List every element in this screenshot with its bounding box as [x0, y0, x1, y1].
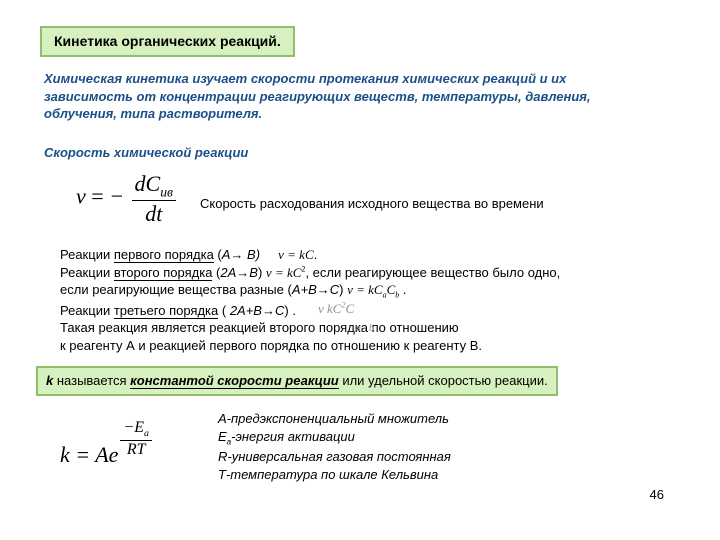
ti-mid: С	[346, 301, 355, 316]
def2a: Е	[218, 429, 227, 444]
intro-text: Химическая кинетика изучает скорости про…	[44, 70, 644, 123]
k-u: константой скорости реакции	[130, 373, 339, 389]
o4a: Реакции	[60, 303, 114, 318]
o2c: )	[258, 265, 266, 280]
k-rule-box: k называется константой скорости реакции…	[36, 366, 558, 396]
arr-num-sub: a	[144, 428, 149, 439]
rate-num-sub: ив	[160, 184, 173, 199]
rate-minus: −	[109, 183, 124, 208]
def2b: -энергия активации	[231, 429, 355, 444]
o3b: )	[339, 282, 347, 297]
o3mid: С	[387, 282, 396, 297]
o1s: А→ В)	[222, 247, 260, 262]
o3s: А+В→С	[292, 282, 339, 297]
def4: Т-температура по шкале Кельвина	[218, 466, 451, 484]
subheading: Скорость химической реакции	[44, 144, 248, 162]
o2u: второго порядка	[114, 265, 213, 281]
ti-subA: a	[356, 323, 369, 334]
ti-subB: b	[369, 323, 382, 334]
o1eq: ν = kС	[278, 247, 313, 262]
def1: А-предэкспоненциальный множитель	[218, 410, 451, 428]
rate-lhs: ν	[76, 183, 86, 208]
o1a: Реакции	[60, 247, 114, 262]
arr-lhs: k = Ae	[60, 442, 118, 467]
k-tail: или удельной скоростью реакции.	[339, 373, 548, 388]
rate-caption: Скорость расходования исходного вещества…	[200, 195, 544, 213]
o4b: (	[218, 303, 230, 318]
o2a: Реакции	[60, 265, 114, 280]
def3: R-универсальная газовая постоянная	[218, 448, 451, 466]
o2s: 2А→В	[220, 265, 258, 280]
o1u: первого порядка	[114, 247, 214, 263]
page-number: 46	[650, 486, 664, 504]
o4u: третьего порядка	[114, 303, 218, 319]
o3eq: ν = kС	[347, 282, 382, 297]
arr-num: E	[134, 419, 144, 436]
arr-minus: −	[123, 419, 134, 436]
rate-formula: ν = − dCив dt	[76, 172, 178, 225]
o1t: .	[314, 247, 318, 262]
arrhenius-formula: k = Ae −Ea RT	[60, 420, 154, 470]
o2eq: ν = kС	[266, 265, 301, 280]
o4s: 2А+В→С	[230, 303, 285, 318]
o3t: .	[399, 282, 406, 297]
o6: к реагенту А и реакцией первого порядка …	[60, 337, 670, 355]
rate-num: dC	[135, 171, 161, 196]
arr-den: RT	[120, 441, 152, 459]
k-mid: называется	[53, 373, 130, 388]
o1b: (	[214, 247, 222, 262]
third-order-inline: ν kС2С ab	[318, 300, 382, 335]
slide-title: Кинетика органических реакций.	[40, 26, 295, 57]
definitions: А-предэкспоненциальный множитель Еа-энер…	[218, 410, 451, 483]
o2t: , если реагирующее вещество было одно,	[305, 265, 560, 280]
o3a: если реагирующие вещества разные (	[60, 282, 292, 297]
ti-pre: ν kС	[318, 301, 341, 316]
rate-den: dt	[132, 201, 176, 225]
o4c: ) .	[284, 303, 296, 318]
